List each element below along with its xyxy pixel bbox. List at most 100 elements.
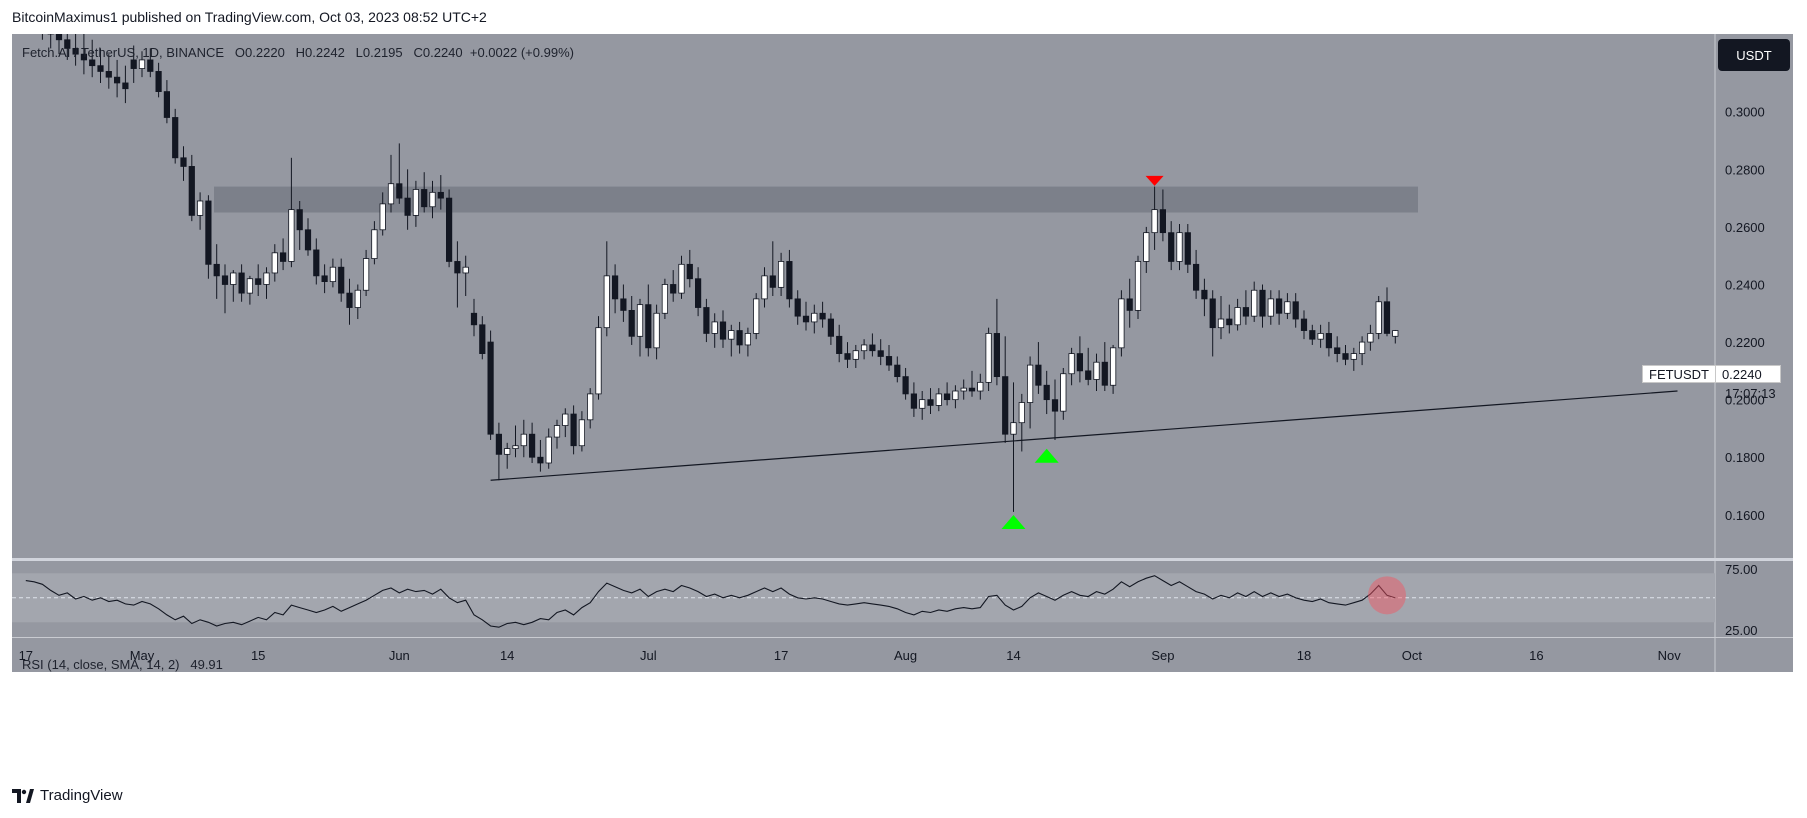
candle-body <box>479 324 486 354</box>
candle-body <box>1226 318 1233 326</box>
resistance-zone <box>214 186 1418 213</box>
candle-body <box>894 364 901 378</box>
candle-body <box>628 309 635 337</box>
rsi-line <box>25 575 1396 628</box>
candle-body <box>304 229 312 251</box>
candle-body <box>1134 261 1142 311</box>
candle-body <box>445 197 453 262</box>
high-label: H <box>295 45 306 60</box>
candle-body <box>313 249 320 277</box>
candle-body <box>686 263 693 280</box>
candle-body <box>1143 232 1150 262</box>
candle-body <box>196 200 204 216</box>
candle-body <box>205 200 212 265</box>
symbol-title[interactable]: Fetch.AI / TetherUS, 1D, BINANCE <box>22 45 225 60</box>
candle-body <box>279 252 287 262</box>
candle-body <box>968 387 976 392</box>
close-label: C <box>413 45 423 60</box>
high-value: 0.2242 <box>305 45 345 60</box>
candle-body <box>944 393 951 401</box>
last-price-value: 0.2240 <box>1715 365 1781 383</box>
candle-body <box>570 413 577 447</box>
candle-body <box>130 59 137 69</box>
candle-body <box>612 275 619 300</box>
footer-brand: TradingView <box>40 787 123 804</box>
candle-body <box>246 278 253 294</box>
candle-body <box>1043 384 1050 401</box>
candle-body <box>263 272 270 285</box>
candle-body <box>1259 289 1266 317</box>
candle-body <box>1151 209 1158 234</box>
candle-body <box>553 425 561 438</box>
candle-body <box>869 344 876 352</box>
candle-body <box>877 350 884 357</box>
candle-body <box>736 330 743 346</box>
candle-body <box>437 191 444 199</box>
price-tick-label: 0.2600 <box>1725 220 1765 235</box>
candle-body <box>238 272 245 294</box>
support-trendline <box>490 390 1678 481</box>
candle-body <box>1076 353 1083 372</box>
price-axis-area[interactable] <box>1715 34 1793 558</box>
candle-body <box>1018 402 1025 424</box>
price-tick-label: 0.2800 <box>1725 162 1765 177</box>
candle-body <box>1184 232 1191 265</box>
currency-unit-button[interactable]: USDT <box>1718 39 1790 71</box>
candle-body <box>952 390 959 401</box>
main-plot-area[interactable] <box>12 34 1715 558</box>
candle-body <box>512 445 519 449</box>
time-axis-area[interactable] <box>12 638 1793 672</box>
bearish-marker <box>1145 175 1164 186</box>
chart-frame[interactable]: 0.3000 0.2800 0.2600 0.2400 0.2200 0.2000 0.18… <box>12 34 1793 772</box>
candle-body <box>147 59 154 72</box>
candle-body <box>172 117 179 159</box>
candle-body <box>1159 209 1166 234</box>
candle-body <box>412 189 420 216</box>
tradingview-logo[interactable]: TradingView <box>12 787 123 804</box>
low-label: L <box>355 45 363 60</box>
candle-body <box>138 59 146 69</box>
candle-body <box>114 76 121 84</box>
candle-body <box>1383 301 1391 334</box>
rsi-label[interactable]: RSI (14, close, SMA, 14, 2) <box>22 657 180 672</box>
candle-body <box>728 330 735 340</box>
candle-body <box>255 278 262 285</box>
published-header: BitcoinMaximus1 published on TradingView… <box>12 9 487 25</box>
candle-body <box>678 263 685 294</box>
candle-body <box>163 91 170 118</box>
candle-body <box>861 344 868 352</box>
candle-body <box>1292 301 1299 320</box>
time-tick-label: 18 <box>1297 648 1311 663</box>
open-label: O <box>234 45 246 60</box>
time-tick-label: Jun <box>389 648 410 663</box>
candle-body <box>271 252 278 274</box>
candle-body <box>1234 307 1241 326</box>
candle-body <box>769 275 776 288</box>
price-tick-label: 0.2000 <box>1725 393 1765 408</box>
candle-body <box>1126 298 1133 311</box>
chart-canvas[interactable]: 0.3000 0.2800 0.2600 0.2400 0.2200 0.2000 0.18… <box>12 34 1793 772</box>
candle-body <box>396 183 403 199</box>
candle-body <box>1350 353 1357 360</box>
candle-body <box>719 321 727 340</box>
candle-body <box>1342 353 1349 360</box>
change-value: +0.0022 (+0.99%) <box>469 45 574 60</box>
candle-body <box>1325 333 1332 349</box>
candle-body <box>55 34 63 41</box>
candle-body <box>711 321 718 334</box>
candle-body <box>537 456 544 464</box>
candle-body <box>827 318 835 337</box>
time-tick-label: Aug <box>894 648 917 663</box>
candle-body <box>288 209 295 262</box>
rsi-axis-area[interactable] <box>1715 561 1793 637</box>
time-tick-label: 15 <box>251 648 265 663</box>
candle-body <box>562 413 569 426</box>
candle-body <box>578 419 586 447</box>
candle-body <box>1193 263 1200 291</box>
candle-body <box>670 284 677 294</box>
candle-body <box>786 261 793 300</box>
candle-body <box>72 47 79 55</box>
candle-body <box>1176 232 1183 262</box>
candle-body <box>230 272 237 285</box>
candle-body <box>1027 364 1034 403</box>
